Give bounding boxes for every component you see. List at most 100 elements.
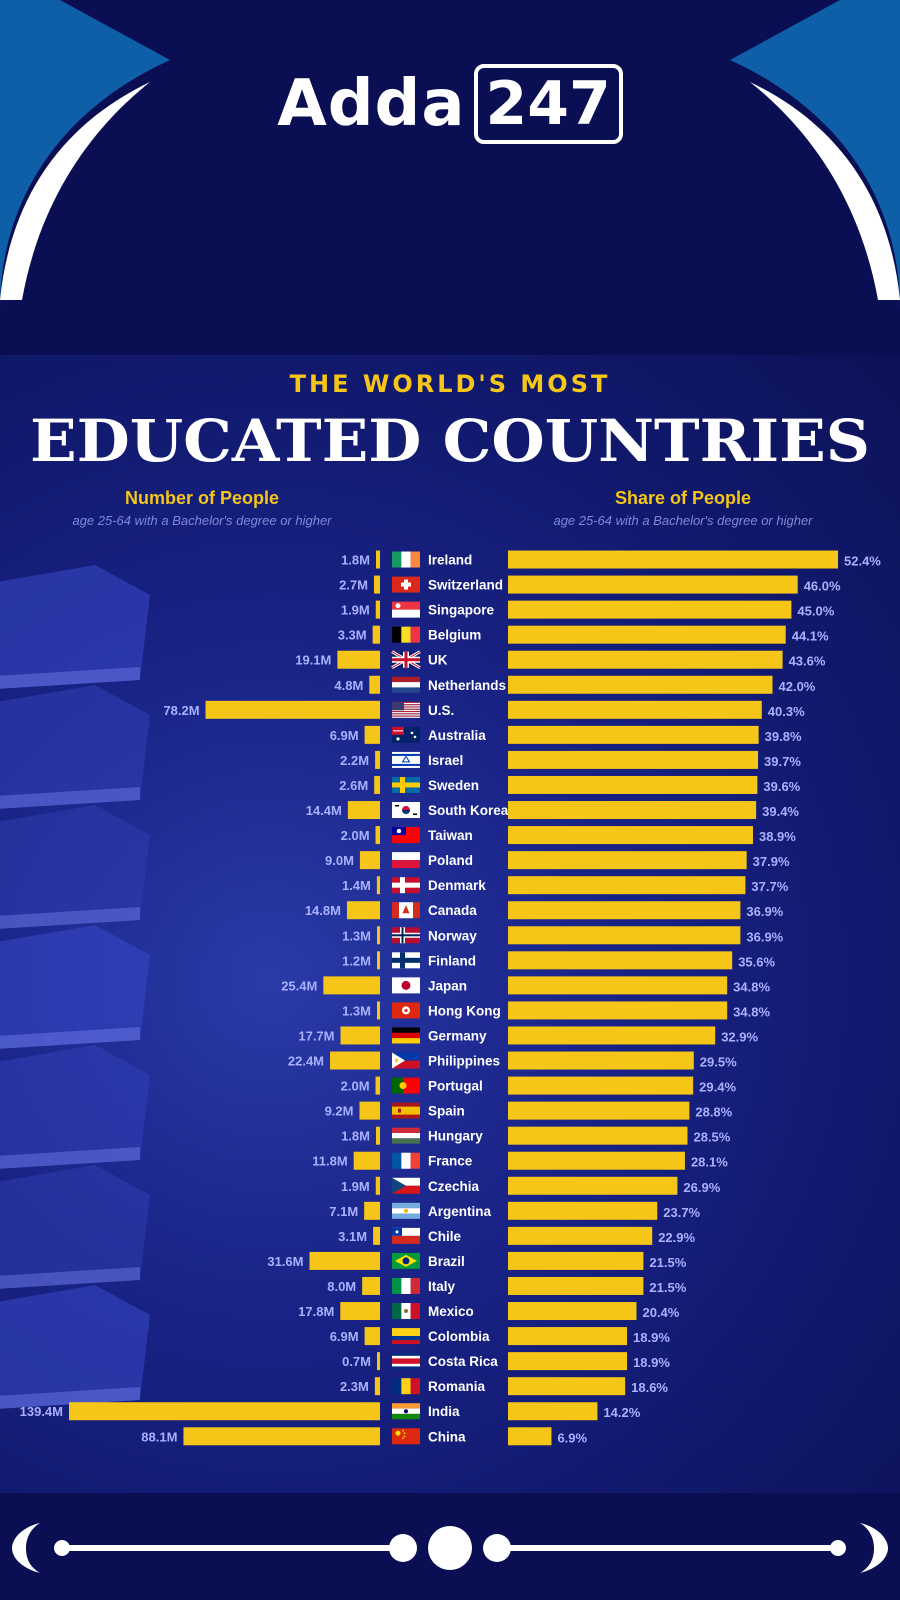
flag-part	[392, 702, 420, 705]
country-label: Singapore	[428, 603, 495, 618]
us-flag-icon	[392, 701, 420, 718]
country-label: India	[428, 1404, 460, 1419]
country-label: Italy	[428, 1279, 456, 1294]
right-mid-dot	[483, 1534, 511, 1562]
right-value-label: 14.2%	[603, 1405, 640, 1420]
right-value-label: 36.9%	[746, 904, 783, 919]
right-value-label: 39.7%	[764, 754, 801, 769]
chart-row: 2.2M Israel 39.7%	[340, 750, 801, 769]
chart-row: 1.9M Singapore 45.0%	[341, 600, 835, 619]
book-page-edge	[0, 1027, 140, 1049]
left-value-label: 9.0M	[325, 853, 354, 868]
right-bar	[508, 1026, 716, 1045]
flag-part	[392, 852, 420, 861]
book-page-edge	[0, 667, 140, 689]
flag-part	[392, 706, 420, 708]
chart-row: 1.8M Ireland 52.4%	[341, 550, 881, 569]
left-bar	[359, 851, 380, 870]
flag-part	[413, 813, 417, 816]
flag-part	[413, 735, 417, 739]
country-label: Norway	[428, 928, 477, 943]
left-value-label: 17.7M	[298, 1028, 334, 1043]
taiwan-flag-icon	[392, 827, 420, 844]
book-shape	[0, 685, 150, 809]
country-label: Costa Rica	[428, 1354, 498, 1369]
left-bar	[340, 1302, 380, 1321]
right-bar	[508, 725, 759, 744]
right-bar	[508, 951, 733, 970]
flag-part	[410, 626, 420, 643]
flag-part	[392, 658, 420, 662]
right-bar	[508, 1251, 644, 1270]
flag-part	[392, 1235, 420, 1244]
right-value-label: 35.6%	[738, 954, 775, 969]
flag-part	[410, 731, 414, 735]
country-label: South Korea	[428, 803, 509, 818]
flag-part	[392, 1213, 420, 1219]
flag-part	[392, 1227, 420, 1236]
flag-part	[392, 1077, 403, 1094]
chart-row: 2.6M Sweden 39.6%	[339, 775, 801, 794]
right-bar	[508, 1201, 658, 1220]
flag-part	[392, 601, 420, 610]
chart-row: 9.2M Spain 28.8%	[325, 1101, 733, 1120]
left-value-label: 2.2M	[340, 753, 369, 768]
flag-part	[392, 1202, 420, 1209]
right-value-label: 37.7%	[751, 879, 788, 894]
flag-part	[392, 957, 420, 963]
flag-part	[404, 1008, 408, 1013]
sweden-flag-icon	[392, 776, 420, 793]
right-value-label: 46.0%	[804, 579, 841, 594]
left-bar	[364, 725, 380, 744]
book-page-edge	[0, 907, 140, 929]
japan-flag-icon	[392, 977, 420, 994]
left-panel-subheading: age 25-64 with a Bachelor's degree or hi…	[72, 513, 332, 528]
left-bar	[376, 876, 380, 895]
book-shape	[0, 805, 150, 929]
right-white-swirl	[750, 82, 900, 300]
right-bar	[508, 575, 798, 594]
flag-part	[402, 810, 410, 815]
chart-row: 139.4M India 14.2%	[20, 1402, 641, 1421]
right-bar	[508, 826, 753, 845]
right-value-label: 28.1%	[691, 1155, 728, 1170]
flag-part	[392, 1328, 420, 1337]
right-bar	[508, 1076, 694, 1095]
flag-part	[404, 1309, 408, 1314]
right-bar	[508, 750, 759, 769]
flag-part	[401, 582, 411, 587]
left-value-label: 1.8M	[341, 1129, 370, 1144]
book-shape	[0, 1165, 150, 1289]
left-bar	[374, 1377, 380, 1396]
chart-row: 6.9M Australia 39.8%	[330, 725, 802, 744]
left-bar	[375, 826, 380, 845]
right-bar	[508, 650, 783, 669]
right-divider-line	[498, 1545, 838, 1551]
left-bar	[373, 1226, 380, 1245]
chart-row: 0.7M Costa Rica 18.9%	[342, 1352, 670, 1371]
flag-part	[392, 1038, 420, 1044]
left-value-label: 1.3M	[342, 928, 371, 943]
center-dot	[428, 1526, 472, 1570]
left-bar	[377, 1352, 380, 1371]
right-bar	[508, 675, 773, 694]
hong-kong-flag-icon	[392, 1002, 420, 1019]
france-flag-icon	[392, 1152, 420, 1169]
country-label: Czechia	[428, 1179, 480, 1194]
chart-supertitle: THE WORLD'S MOST	[290, 370, 611, 398]
colombia-flag-icon	[392, 1328, 420, 1345]
country-label: Sweden	[428, 778, 479, 793]
left-bar	[353, 1151, 380, 1170]
china-flag-icon	[392, 1428, 420, 1445]
country-label: UK	[428, 653, 448, 668]
flag-part	[402, 1257, 410, 1265]
left-value-label: 22.4M	[288, 1054, 324, 1069]
flag-part	[401, 626, 411, 643]
right-crescent-ornament	[860, 1523, 888, 1573]
chart-row: 4.8M Netherlands 42.0%	[334, 675, 816, 694]
chart-row: 11.8M France 28.1%	[312, 1151, 728, 1170]
flag-part	[401, 980, 411, 990]
right-panel-heading: Share of People	[615, 488, 751, 508]
chart-row: 6.9M Colombia 18.9%	[330, 1327, 670, 1346]
right-value-label: 26.9%	[683, 1180, 720, 1195]
